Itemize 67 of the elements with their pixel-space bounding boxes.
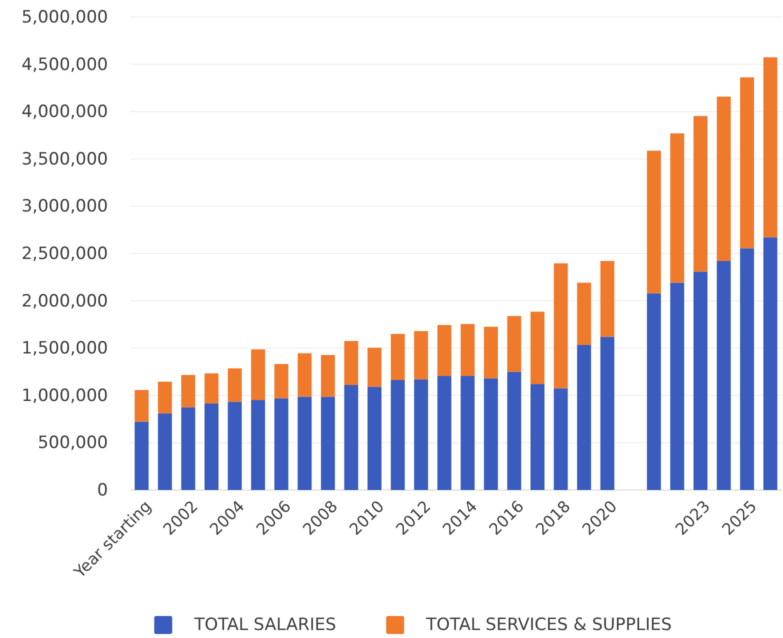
bar (390, 380, 405, 490)
bar (507, 316, 522, 372)
y-tick-label: 3,500,000 (21, 149, 108, 170)
y-tick-label: 0 (97, 480, 108, 500)
y-tick-label: 3,000,000 (21, 196, 108, 217)
bar (670, 282, 684, 490)
bar (181, 374, 196, 408)
bar (646, 293, 661, 490)
bar (763, 57, 778, 238)
bar (577, 344, 592, 490)
bar (414, 379, 428, 490)
bar (204, 373, 218, 404)
y-tick-label: 4,000,000 (21, 102, 108, 122)
y-tick-label: 500,000 (38, 433, 108, 454)
legend-label: TOTAL SERVICES & SUPPLIES (425, 615, 672, 635)
bar (600, 336, 614, 490)
bar (530, 384, 544, 490)
bar (484, 378, 498, 490)
bar (344, 384, 358, 490)
bar (181, 407, 196, 490)
y-tick-label: 2,000,000 (21, 291, 108, 312)
bar (134, 390, 149, 422)
bar (577, 282, 592, 345)
bar (344, 341, 358, 385)
y-tick-label: 2,500,000 (21, 244, 108, 264)
legend-label: TOTAL SALARIES (193, 615, 336, 635)
bar (740, 77, 754, 248)
bar (414, 331, 428, 380)
y-tick-label: 5,000,000 (21, 7, 108, 28)
bar (507, 372, 522, 490)
bar (600, 260, 614, 337)
bar (204, 403, 218, 490)
bar (368, 348, 382, 387)
bar (368, 386, 382, 490)
bar (298, 353, 312, 397)
bar (646, 150, 661, 294)
y-tick-label: 1,000,000 (21, 386, 108, 406)
bar (554, 388, 568, 490)
bar (274, 398, 288, 490)
bar (158, 382, 172, 414)
bar (437, 325, 452, 376)
bar (530, 312, 544, 384)
bar (274, 364, 288, 398)
y-tick-label: 1,500,000 (21, 338, 108, 359)
bar (158, 413, 172, 490)
bar (298, 396, 312, 490)
bar (320, 396, 335, 490)
bar (320, 355, 335, 397)
bar (694, 272, 708, 490)
bar (460, 376, 475, 490)
bar (670, 133, 684, 283)
bar (484, 326, 498, 378)
bar (716, 96, 731, 261)
bar (134, 422, 149, 490)
bar (694, 116, 708, 272)
y-tick-label: 4,500,000 (21, 54, 108, 75)
bar (740, 248, 754, 490)
bar (763, 237, 778, 490)
bar (228, 368, 242, 402)
bar (228, 402, 242, 490)
bar (554, 263, 568, 388)
bar (390, 334, 405, 380)
bar (251, 400, 266, 490)
bar (251, 349, 266, 400)
bar (716, 260, 731, 490)
bar (460, 324, 475, 376)
bar (437, 376, 452, 490)
